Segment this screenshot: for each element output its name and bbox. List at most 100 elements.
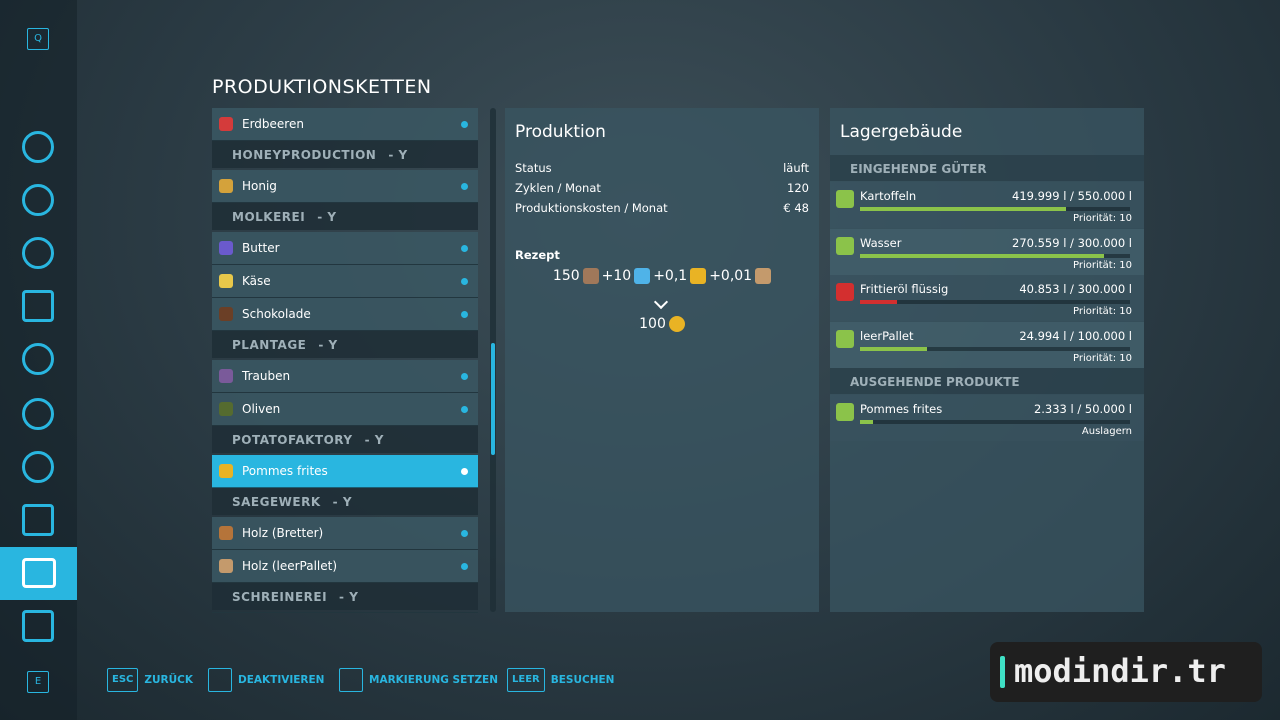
status-dot	[461, 183, 468, 190]
item-name: Trauben	[242, 369, 291, 383]
active-tab[interactable]	[0, 547, 77, 600]
section-header: AUSGEHENDE PRODUKTE	[830, 368, 1144, 394]
recipe-inputs: 150 +10 +0,1 +0,01	[505, 268, 819, 284]
status-dot	[461, 468, 468, 475]
goods-amount: 40.853 l / 300.000 l	[1019, 282, 1132, 296]
goods-icon	[836, 236, 854, 255]
list-item[interactable]: Holz (leerPallet)	[212, 550, 478, 583]
header-name: SCHREINEREI	[232, 589, 328, 604]
panel-title: Lagergebäude	[840, 122, 963, 142]
goods-amount: 419.999 l / 550.000 l	[1012, 189, 1132, 203]
item-name: Holz (Bretter)	[242, 526, 324, 540]
sidebar: Q E	[0, 0, 77, 720]
header-name: POTATOFAKTORY	[232, 432, 353, 447]
list-item[interactable]: Erdbeeren	[212, 108, 478, 141]
goods-icon	[836, 283, 854, 301]
page-title: PRODUKTIONSKETTEN	[212, 76, 432, 98]
goods-name: Frittieröl flüssig	[860, 282, 949, 296]
item-icon	[219, 526, 233, 540]
nav-icon[interactable]	[22, 398, 54, 430]
fill-bar	[860, 420, 873, 424]
goods-name: leerPallet	[860, 328, 914, 343]
list-item[interactable]: Butter	[212, 232, 478, 265]
input-amount: 150	[552, 268, 580, 284]
status-dot	[461, 311, 468, 318]
item-name: Erdbeeren	[242, 117, 304, 131]
fill-track	[860, 346, 1130, 351]
item-name: Butter	[242, 241, 280, 255]
nav-icon[interactable]	[22, 237, 54, 269]
status-dot	[461, 278, 468, 285]
list-item[interactable]: Holz (Bretter)	[212, 517, 478, 550]
action-button[interactable]: MARKIERUNG SETZEN	[339, 668, 498, 692]
header-suffix: - Y	[318, 337, 338, 352]
status-dot	[461, 245, 468, 252]
info-value: 120	[787, 181, 809, 195]
item-icon	[219, 117, 233, 131]
nav-icon[interactable]	[22, 184, 54, 216]
list-item[interactable]: Schokolade	[212, 298, 478, 331]
key-hint: E	[27, 671, 49, 693]
item-name: Pommes frites	[242, 464, 328, 478]
output-amount: 100	[639, 316, 666, 332]
input-icon	[755, 268, 772, 284]
header-name: PLANTAGE	[232, 337, 307, 352]
header-suffix: - Y	[339, 589, 359, 604]
fill-track	[860, 253, 1130, 258]
section-header: EINGEHENDE GÜTER	[830, 155, 1144, 181]
goods-icon	[836, 403, 854, 421]
list-item[interactable]: Oliven	[212, 393, 478, 426]
production-panel: Produktion Rezept 150 +10 +0,1 +0,01 100 St…	[505, 108, 819, 612]
item-name: Möbel (Bretter)	[242, 612, 333, 613]
goods-amount: 24.994 l / 100.000 l	[1019, 328, 1132, 343]
item-icon	[219, 274, 233, 288]
header-suffix: - Y	[332, 494, 353, 509]
item-icon	[219, 464, 233, 478]
header-suffix: - Y	[364, 432, 384, 447]
list-item[interactable]: Möbel (Bretter)	[212, 612, 478, 613]
goods-icon	[836, 190, 854, 208]
fill-track	[860, 207, 1130, 211]
fries-icon	[668, 316, 685, 332]
storage-row: Wasser 270.559 l / 300.000 l Priorität: 10	[830, 228, 1144, 275]
action-button[interactable]: LEER BESUCHEN	[507, 668, 614, 692]
list-item[interactable]: Pommes frites	[212, 455, 478, 488]
nav-icon[interactable]	[22, 558, 56, 588]
nav-icon[interactable]	[22, 451, 54, 483]
list-item[interactable]: Trauben	[212, 360, 478, 393]
list-header: SAEGEWERK - Y	[212, 488, 478, 515]
list-item[interactable]: Käse	[212, 265, 478, 298]
nav-icon[interactable]	[22, 610, 54, 642]
goods-status: Auslagern	[1081, 426, 1132, 437]
goods-amount: 2.333 l / 50.000 l	[1033, 402, 1132, 416]
goods-status: Priorität: 10	[1073, 306, 1132, 317]
scroll-thumb[interactable]	[491, 343, 495, 455]
info-label: Status	[515, 161, 552, 175]
info-value: läuft	[783, 161, 809, 175]
fill-track	[860, 420, 1130, 424]
input-amount: +0,01	[709, 268, 753, 284]
goods-name: Kartoffeln	[860, 189, 917, 203]
nav-icon[interactable]	[22, 504, 54, 536]
nav-icon[interactable]	[22, 131, 54, 163]
info-label: Zyklen / Monat	[515, 181, 601, 195]
action-button[interactable]: DEAKTIVIEREN	[208, 668, 324, 692]
goods-name: Pommes frites	[860, 402, 943, 416]
status-dot	[461, 406, 468, 413]
header-suffix: - Y	[317, 209, 337, 224]
list-header: MOLKEREI - Y	[212, 203, 478, 230]
action-button[interactable]: ESC ZURÜCK	[107, 668, 193, 692]
list-item[interactable]: Honig	[212, 170, 478, 203]
nav-icon[interactable]	[22, 290, 54, 322]
storage-row: Frittieröl flüssig 40.853 l / 300.000 l Pr…	[830, 275, 1144, 321]
header-name: HONEYPRODUCTION	[232, 147, 377, 162]
key-hint: LEER	[507, 668, 545, 692]
header-name: MOLKEREI	[232, 209, 306, 224]
key-icon	[208, 668, 232, 692]
scrollbar[interactable]	[490, 108, 496, 612]
goods-status: Priorität: 10	[1073, 213, 1132, 224]
nav-icon[interactable]	[22, 343, 54, 375]
item-icon	[219, 559, 233, 573]
